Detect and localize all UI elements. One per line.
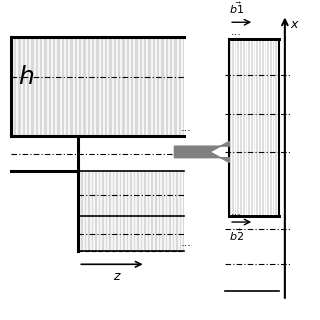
Text: ...: ... <box>231 27 242 37</box>
Bar <box>229 39 279 216</box>
Text: ...: ... <box>181 123 192 133</box>
Text: $\vec{b1}$: $\vec{b1}$ <box>229 1 244 17</box>
Text: z: z <box>114 270 120 283</box>
Text: x: x <box>291 19 298 31</box>
Text: ...: ... <box>181 238 192 248</box>
Bar <box>11 37 184 136</box>
Text: h: h <box>18 65 34 89</box>
Bar <box>78 171 184 251</box>
Text: $\vec{b2}$: $\vec{b2}$ <box>229 227 244 243</box>
Text: ...: ... <box>231 207 242 217</box>
Polygon shape <box>174 141 229 163</box>
